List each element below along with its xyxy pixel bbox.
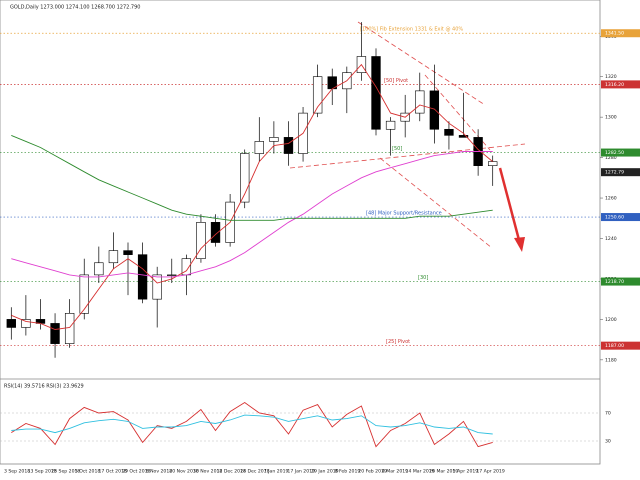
y-tick-label: 1240 [605,236,617,242]
y-tick-label: 1260 [605,196,617,202]
level-axis-box [601,80,640,89]
x-tick-label: 3 Sep 2018 [4,469,30,475]
level-axis-box [601,29,640,38]
x-tick-label: 8 Nov 2018 [146,469,173,475]
candle-body [269,137,279,142]
level-axis-label: 1250.60 [605,215,624,221]
candle-body [429,90,440,130]
rsi-tick-label: 70 [605,411,611,417]
candle-body [152,274,162,300]
candle-body [415,90,425,114]
rsi-tick-label: 30 [605,439,611,445]
indicator-line [11,401,493,448]
y-tick-label: 1300 [605,115,617,121]
indicator-line [11,134,493,221]
candle-body [196,222,206,260]
candle-body [385,120,396,130]
x-tick-label: 30 Nov 2018 [193,469,222,475]
x-tick-label: 24 Dec 2018 [240,469,269,475]
plot-frame [0,0,601,465]
candle-body [210,222,221,243]
x-tick-label: 25 Sep 2018 [51,469,80,475]
level-annotation: [48] Major Support/Resistance [366,211,442,217]
level-axis-box [601,341,640,350]
rsi-title: RSI(14) 39.5716 RSI(3) 23.9629 [4,384,84,390]
x-tick-label: 5 Apr 2019 [453,469,479,475]
candle-body [254,141,264,154]
candle-body [123,250,133,255]
current-price-box [601,168,640,177]
x-tick-label: 17 Oct 2018 [98,469,126,475]
candle-body [108,250,119,264]
level-annotation: [25] Pivot [386,339,410,345]
x-tick-label: 7 Jan 2019 [264,469,289,475]
level-axis-box [601,277,640,286]
candle-body [283,137,294,154]
candle-body [444,128,454,136]
x-tick-label: 13 Sep 2018 [28,469,57,475]
x-tick-label: 26 Mar 2019 [429,469,458,475]
x-tick-label: 14 Mar 2019 [406,469,435,475]
level-annotation: [50] Pivot [384,78,408,84]
candle-body [6,319,16,328]
x-tick-label: 5 Oct 2018 [75,469,101,475]
y-tick-label: 1280 [605,155,617,161]
x-tick-label: 8 Feb 2019 [335,469,361,475]
x-tick-label: 29 Jan 2019 [311,469,339,475]
candle-body [50,323,60,344]
x-tick-label: 17 Apr 2019 [476,469,504,475]
level-annotation: [100%] Fib Extension 1331 & Exit @ 40% [360,27,463,33]
candle-body [240,153,250,203]
candle-body [458,135,469,138]
candle-body [312,76,323,114]
indicator-line [11,151,493,278]
candle-body [21,319,31,328]
level-annotation: [50] [392,146,402,152]
chart-header: GOLD,Daily 1273.000 1274.100 1268.700 12… [10,5,140,11]
candle-body [64,313,75,344]
trend-line [289,143,526,169]
level-axis-label: 1218.70 [605,279,624,285]
candle-body [167,274,177,276]
level-axis-label: 1282.50 [605,150,624,156]
candle-body [137,254,148,300]
x-tick-label: 29 Oct 2018 [122,469,150,475]
candle-body [488,161,498,166]
level-axis-label: 1341.50 [605,31,624,37]
level-axis-label: 1316.20 [605,82,624,88]
x-tick-label: 20 Nov 2018 [169,469,198,475]
forecast-arrow [498,167,525,252]
y-tick-label: 1180 [605,357,617,363]
x-tick-label: 17 Jan 2019 [287,469,315,475]
x-tick-label: 20 Feb 2019 [358,469,387,475]
candle-body [79,274,89,314]
level-axis-box [601,213,640,222]
x-tick-label: 4 Mar 2019 [382,469,408,475]
trend-line [357,21,486,106]
arrow-shaft [498,167,521,241]
level-axis-box [601,148,640,157]
candle-body [94,262,104,276]
level-annotation: [30] [418,275,428,281]
indicator-line [11,414,493,435]
y-tick-label: 1320 [605,74,617,80]
y-tick-label: 1200 [605,317,617,323]
arrow-head [514,237,525,252]
candle-body [371,56,381,130]
indicator-line [11,63,493,330]
current-price-label: 1272.79 [605,170,624,176]
x-tick-label: 12 Dec 2018 [217,469,246,475]
level-axis-label: 1187.00 [605,343,624,349]
